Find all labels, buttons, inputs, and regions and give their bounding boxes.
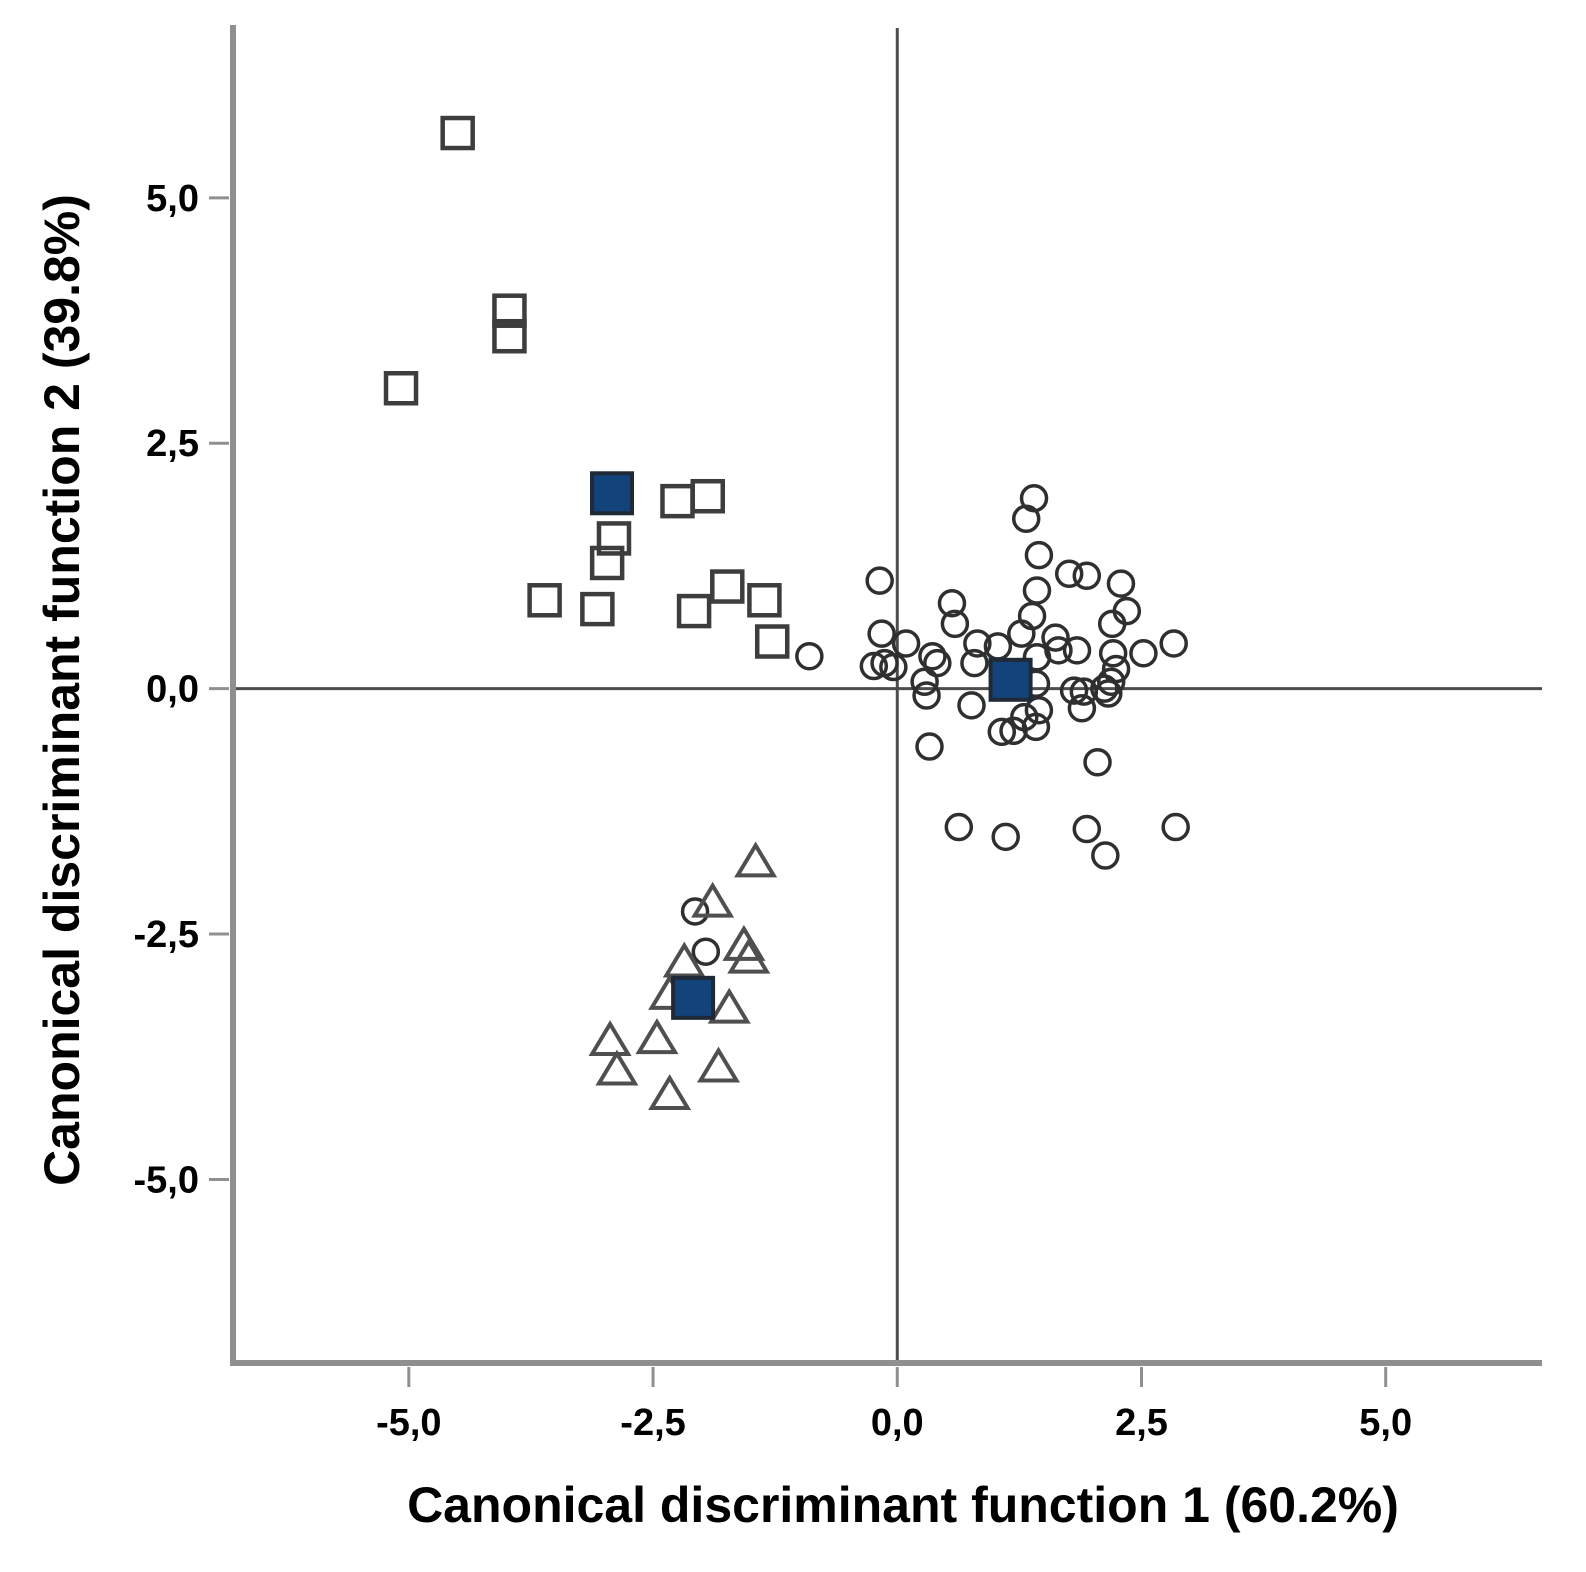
x-tick-label: 2,5 — [1115, 1402, 1168, 1444]
data-point-open-circle — [879, 652, 908, 682]
data-point-open-square — [660, 483, 695, 519]
data-point-open-triangle — [696, 1046, 741, 1083]
data-point-open-circle — [1007, 619, 1036, 648]
data-point-open-square — [527, 583, 562, 618]
data-point-open-circle — [940, 609, 970, 639]
data-point-open-circle — [1072, 561, 1102, 590]
data-point-open-circle — [865, 566, 894, 595]
data-point-open-circle — [1083, 748, 1112, 777]
data-point-open-triangle — [648, 1074, 692, 1111]
data-point-open-square — [440, 115, 475, 151]
data-point-open-circle — [1067, 694, 1097, 723]
data-point-open-triangle — [595, 1049, 639, 1086]
data-point-open-circle — [987, 717, 1017, 747]
data-point-open-circle — [923, 648, 952, 678]
data-point-open-circle — [1011, 504, 1041, 534]
data-point-open-triangle — [588, 1020, 632, 1057]
data-point-open-square — [580, 591, 615, 627]
data-point-open-circle — [1059, 676, 1089, 705]
data-point-open-circle — [915, 732, 944, 761]
data-point-open-circle — [937, 588, 967, 618]
data-point-open-circle — [918, 641, 947, 671]
x-axis-title: Canonical discriminant function 1 (60.2%… — [407, 1477, 1399, 1533]
data-point-open-circle — [891, 629, 921, 658]
data-point-open-circle — [1161, 812, 1190, 842]
data-point-open-square — [492, 293, 527, 328]
data-point-open-square — [754, 624, 790, 659]
data-point-open-circle — [1090, 674, 1119, 703]
data-point-open-square — [676, 593, 712, 629]
x-tick-label: 5,0 — [1359, 1402, 1412, 1444]
y-tick-label: -2,5 — [134, 914, 199, 956]
data-point-open-circle — [795, 641, 824, 671]
group-centroid-marker — [590, 471, 635, 516]
data-point-open-circle — [867, 619, 896, 648]
group-centroid-marker — [671, 975, 716, 1020]
data-point-open-triangle — [662, 941, 706, 978]
data-point-open-circle — [957, 691, 986, 720]
y-tick-label: 5,0 — [146, 178, 199, 220]
data-point-open-triangle — [691, 881, 735, 918]
data-point-open-circle — [859, 651, 889, 681]
data-point-open-circle — [1106, 569, 1136, 598]
data-point-open-square — [596, 521, 632, 556]
group-centroid-marker — [988, 657, 1033, 702]
data-point-open-circle — [944, 812, 974, 842]
data-point-open-circle — [1022, 576, 1052, 605]
data-point-open-circle — [910, 667, 939, 697]
x-tick-label: -5,0 — [376, 1402, 441, 1444]
data-point-open-circle — [1129, 639, 1158, 668]
data-point-open-circle — [1041, 623, 1070, 652]
data-point-open-triangle — [635, 1018, 679, 1055]
data-point-open-circle — [1069, 677, 1099, 706]
data-point-open-square — [747, 583, 782, 618]
data-point-open-circle — [1159, 629, 1188, 658]
data-point-open-circle — [1054, 559, 1084, 589]
data-point-open-square — [690, 478, 726, 514]
data-point-open-circle — [999, 716, 1028, 746]
data-point-open-circle — [1091, 841, 1120, 870]
data-point-open-triangle — [722, 924, 766, 961]
data-point-open-square — [589, 545, 625, 581]
data-point-open-square — [492, 318, 527, 354]
data-point-open-circle — [691, 937, 721, 966]
y-tick-label: 0,0 — [146, 669, 199, 711]
x-tick-label: -2,5 — [620, 1402, 685, 1444]
data-point-open-triangle — [727, 937, 771, 974]
data-point-open-triangle — [707, 987, 751, 1024]
data-point-open-circle — [1096, 667, 1126, 697]
data-point-open-circle — [960, 648, 989, 678]
x-tick-label: 0,0 — [871, 1402, 924, 1444]
data-point-open-circle — [991, 822, 1020, 852]
data-point-open-circle — [1072, 814, 1102, 844]
data-point-open-circle — [1062, 636, 1092, 665]
data-point-open-circle — [680, 897, 710, 926]
y-tick-label: -5,0 — [134, 1159, 199, 1201]
data-point-open-square — [710, 569, 745, 604]
data-point-open-circle — [963, 629, 992, 658]
data-point-open-square — [383, 371, 419, 406]
data-point-open-circle — [1024, 540, 1054, 570]
data-point-open-triangle — [734, 841, 778, 878]
y-tick-label: 2,5 — [146, 423, 199, 465]
data-point-open-circle — [912, 681, 941, 710]
y-axis-title: Canonical discriminant function 2 (39.8%… — [34, 194, 90, 1186]
data-point-open-circle — [1024, 695, 1054, 725]
data-point-open-circle — [1021, 712, 1051, 742]
data-point-open-circle — [1097, 609, 1127, 639]
data-point-open-circle — [1098, 639, 1128, 668]
